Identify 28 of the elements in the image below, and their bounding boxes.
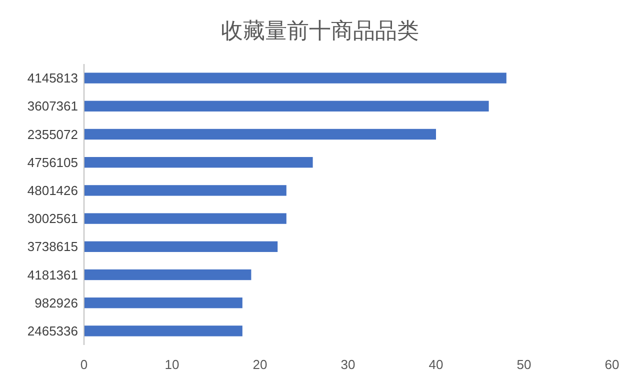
y-tick-label: 4181361 bbox=[27, 267, 78, 282]
bar bbox=[84, 100, 489, 112]
x-tick-label: 10 bbox=[164, 357, 180, 372]
bar bbox=[84, 157, 313, 168]
x-tick-label: 30 bbox=[340, 357, 356, 372]
y-tick-label: 2465336 bbox=[27, 324, 78, 338]
bar bbox=[84, 269, 252, 280]
x-tick-label: 60 bbox=[604, 357, 620, 372]
bar bbox=[84, 72, 506, 84]
y-tick-label: 3738615 bbox=[27, 239, 78, 254]
y-tick-label: 3607361 bbox=[27, 98, 78, 114]
x-tick-label: 40 bbox=[428, 357, 444, 372]
bar bbox=[84, 128, 436, 140]
x-tick-label: 50 bbox=[516, 357, 532, 372]
x-tick-label: 0 bbox=[80, 357, 88, 372]
bar bbox=[84, 185, 286, 196]
y-tick-label: 4756105 bbox=[27, 154, 78, 170]
y-tick-label: 4801426 bbox=[27, 183, 78, 198]
bar bbox=[84, 213, 286, 224]
bar bbox=[84, 326, 242, 336]
bar bbox=[84, 298, 242, 308]
y-tick-label: 4145813 bbox=[27, 70, 78, 86]
x-tick-label: 20 bbox=[252, 357, 268, 372]
y-tick-label: 2355072 bbox=[27, 126, 78, 142]
y-tick-label: 982926 bbox=[34, 295, 78, 310]
y-tick-label: 3002561 bbox=[27, 211, 78, 226]
chart-title: 收藏量前十商品品类 bbox=[221, 18, 419, 43]
bar bbox=[84, 241, 278, 252]
